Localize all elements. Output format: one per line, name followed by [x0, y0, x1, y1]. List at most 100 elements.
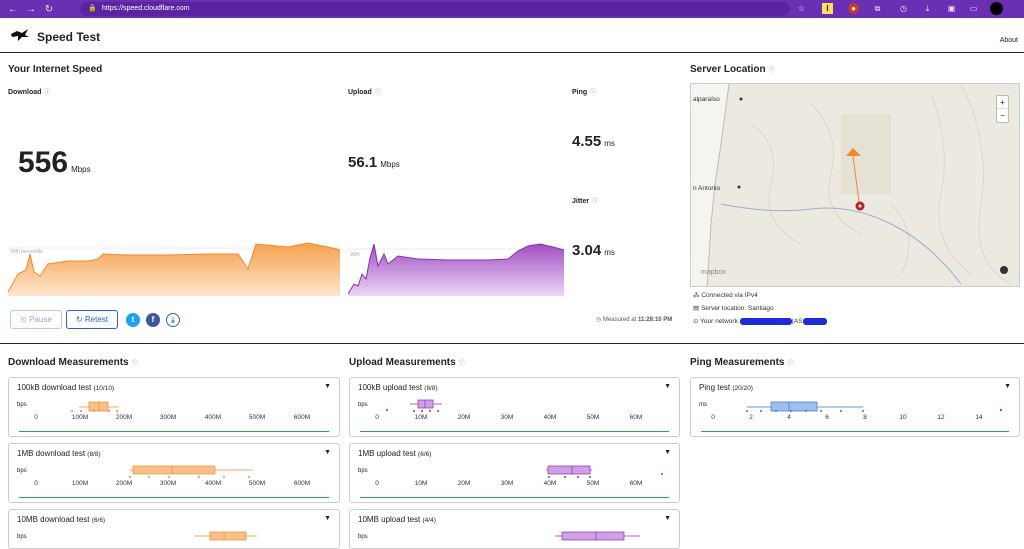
measured-at: ◷ Measured at 11:28:10 PM: [596, 316, 672, 323]
card-title: 1MB download test (8/8): [17, 449, 101, 458]
tick-label: 0: [34, 414, 38, 421]
baseline: [19, 431, 329, 432]
box-plot: [546, 465, 663, 478]
jitter-label: Jitter ⓘ: [572, 198, 599, 205]
chevron-down-icon[interactable]: ▼: [324, 449, 331, 456]
ping-test-card[interactable]: Ping test (20/20) ▼ ms 0 2 4 6 8 10 12 1…: [690, 377, 1020, 437]
baseline: [360, 497, 669, 498]
map-terrain: alparaíso n Antonio mapbox: [691, 84, 1019, 286]
map-label-valparaiso: alparaíso: [693, 96, 720, 103]
profile-avatar[interactable]: [990, 2, 1003, 15]
download-label: Download ⓘ: [8, 89, 51, 96]
chevron-down-icon[interactable]: ▼: [1004, 383, 1011, 390]
download-1mb-card[interactable]: 1MB download test (8/8) ▼ bps 0 100M 200…: [8, 443, 340, 503]
box-plot: [129, 465, 253, 478]
pause-button[interactable]: ⊙ Pause: [10, 310, 62, 329]
clock-icon: ◷: [596, 317, 603, 323]
ping-measurements-heading: Ping Measurements ⓘ: [690, 357, 794, 368]
connected-text: Connected via IPv4: [701, 292, 758, 299]
card-title: 100kB upload test (8/8): [358, 383, 438, 392]
tick-label: 20M: [457, 480, 471, 487]
download-area: [8, 243, 340, 296]
back-icon[interactable]: ←: [8, 3, 18, 15]
info-icon[interactable]: ⓘ: [458, 361, 465, 367]
axis-unit: bps: [17, 468, 27, 474]
tick-label: 200M: [115, 414, 133, 421]
tick-label: 60M: [629, 414, 643, 421]
axis-unit: bps: [17, 534, 27, 540]
info-icon[interactable]: ⓘ: [44, 90, 51, 96]
redacted-block: [802, 317, 827, 325]
tick-label: 60M: [629, 480, 643, 487]
redacted-block: [739, 317, 792, 325]
upload-1mb-card[interactable]: 1MB upload test (6/6) ▼ bps 0 10M 20M 30…: [349, 443, 680, 503]
tick-label: 20M: [457, 414, 471, 421]
history-icon[interactable]: ◷: [900, 4, 907, 13]
card-title: 10MB download test (6/6): [17, 515, 106, 524]
info-icon[interactable]: ⓘ: [787, 361, 794, 367]
screenshot-icon[interactable]: ▣: [947, 4, 956, 13]
ping-value: 4.55 ms: [572, 133, 615, 150]
cloudflare-logo-icon: [11, 29, 29, 41]
upload-speed-chart: 90th: [348, 243, 564, 296]
mapbox-logo: mapbox: [701, 269, 726, 276]
server-location-info: ▤ Server location: Santiago: [693, 304, 774, 312]
tick-label: 50M: [586, 480, 600, 487]
download-10mb-card[interactable]: 10MB download test (6/6) ▼ bps: [8, 509, 340, 549]
map-info-icon[interactable]: [1000, 266, 1008, 274]
tick-label: 2: [749, 414, 753, 421]
upload-100kb-card[interactable]: 100kB upload test (8/8) ▼ bps 0 10M 20M …: [349, 377, 680, 437]
info-icon[interactable]: ⓘ: [374, 90, 381, 96]
pause-icon: ⊙: [20, 315, 30, 324]
about-link[interactable]: About: [999, 37, 1018, 44]
page-title: Speed Test: [37, 30, 101, 44]
server-location-heading: Server Location ⓘ: [690, 64, 775, 75]
baseline: [19, 497, 329, 498]
card-title: 10MB upload test (4/4): [358, 515, 436, 524]
tick-label: 600M: [293, 480, 311, 487]
section-divider: [0, 343, 1024, 344]
tick-label: 14: [975, 414, 983, 421]
tick-label: 300M: [159, 414, 177, 421]
info-icon[interactable]: ⓘ: [131, 361, 138, 367]
download-100kb-card[interactable]: 100kB download test (10/10) ▼ bps 0 100M…: [8, 377, 340, 437]
chevron-down-icon[interactable]: ▼: [324, 515, 331, 522]
zoom-out-button[interactable]: −: [1000, 111, 1005, 120]
box-plot: [555, 531, 640, 541]
extension-icon[interactable]: I: [822, 3, 833, 14]
info-icon[interactable]: ⓘ: [768, 68, 775, 74]
as-text: (AS: [791, 318, 803, 325]
star-icon[interactable]: ☆: [797, 4, 806, 13]
cast-icon[interactable]: ▭: [969, 4, 978, 13]
baseline: [701, 431, 1009, 432]
tick-label: 100M: [71, 414, 89, 421]
tick-label: 12: [937, 414, 945, 421]
twitter-share-icon[interactable]: t: [126, 313, 140, 327]
pause-label: Pause: [29, 315, 52, 324]
facebook-share-icon[interactable]: f: [146, 313, 160, 327]
address-bar[interactable]: 🔒 https://speed.cloudflare.com: [80, 2, 790, 16]
page-header: Speed Test About: [0, 18, 1024, 53]
tick-label: 40M: [543, 480, 557, 487]
chevron-down-icon[interactable]: ▼: [664, 383, 671, 390]
zoom-in-button[interactable]: +: [997, 96, 1008, 109]
server-map[interactable]: alparaíso n Antonio mapbox: [690, 83, 1020, 287]
chevron-down-icon[interactable]: ▼: [664, 449, 671, 456]
retest-button[interactable]: ↻ Retest: [66, 310, 118, 329]
retest-label: Retest: [84, 315, 109, 324]
reload-icon[interactable]: ↻: [44, 3, 54, 15]
card-title: 100kB download test (10/10): [17, 383, 115, 392]
download-icon[interactable]: ⤓: [925, 4, 930, 13]
upload-10mb-card[interactable]: 10MB upload test (4/4) ▼ bps: [349, 509, 680, 549]
server-location-text: Server location: Santiago: [700, 305, 774, 312]
download-results-icon[interactable]: ⤓: [166, 313, 180, 327]
chevron-down-icon[interactable]: ▼: [324, 383, 331, 390]
card-title: Ping test (20/20): [699, 383, 753, 392]
chevron-down-icon[interactable]: ▼: [664, 515, 671, 522]
extensions-puzzle-icon[interactable]: ⧉: [874, 4, 881, 13]
forward-icon[interactable]: →: [26, 3, 36, 15]
info-icon[interactable]: ⓘ: [590, 90, 597, 96]
extension-icon[interactable]: ●: [848, 3, 859, 14]
info-icon[interactable]: ⓘ: [592, 199, 599, 205]
download-speed-chart: 90th percentile: [8, 242, 340, 296]
